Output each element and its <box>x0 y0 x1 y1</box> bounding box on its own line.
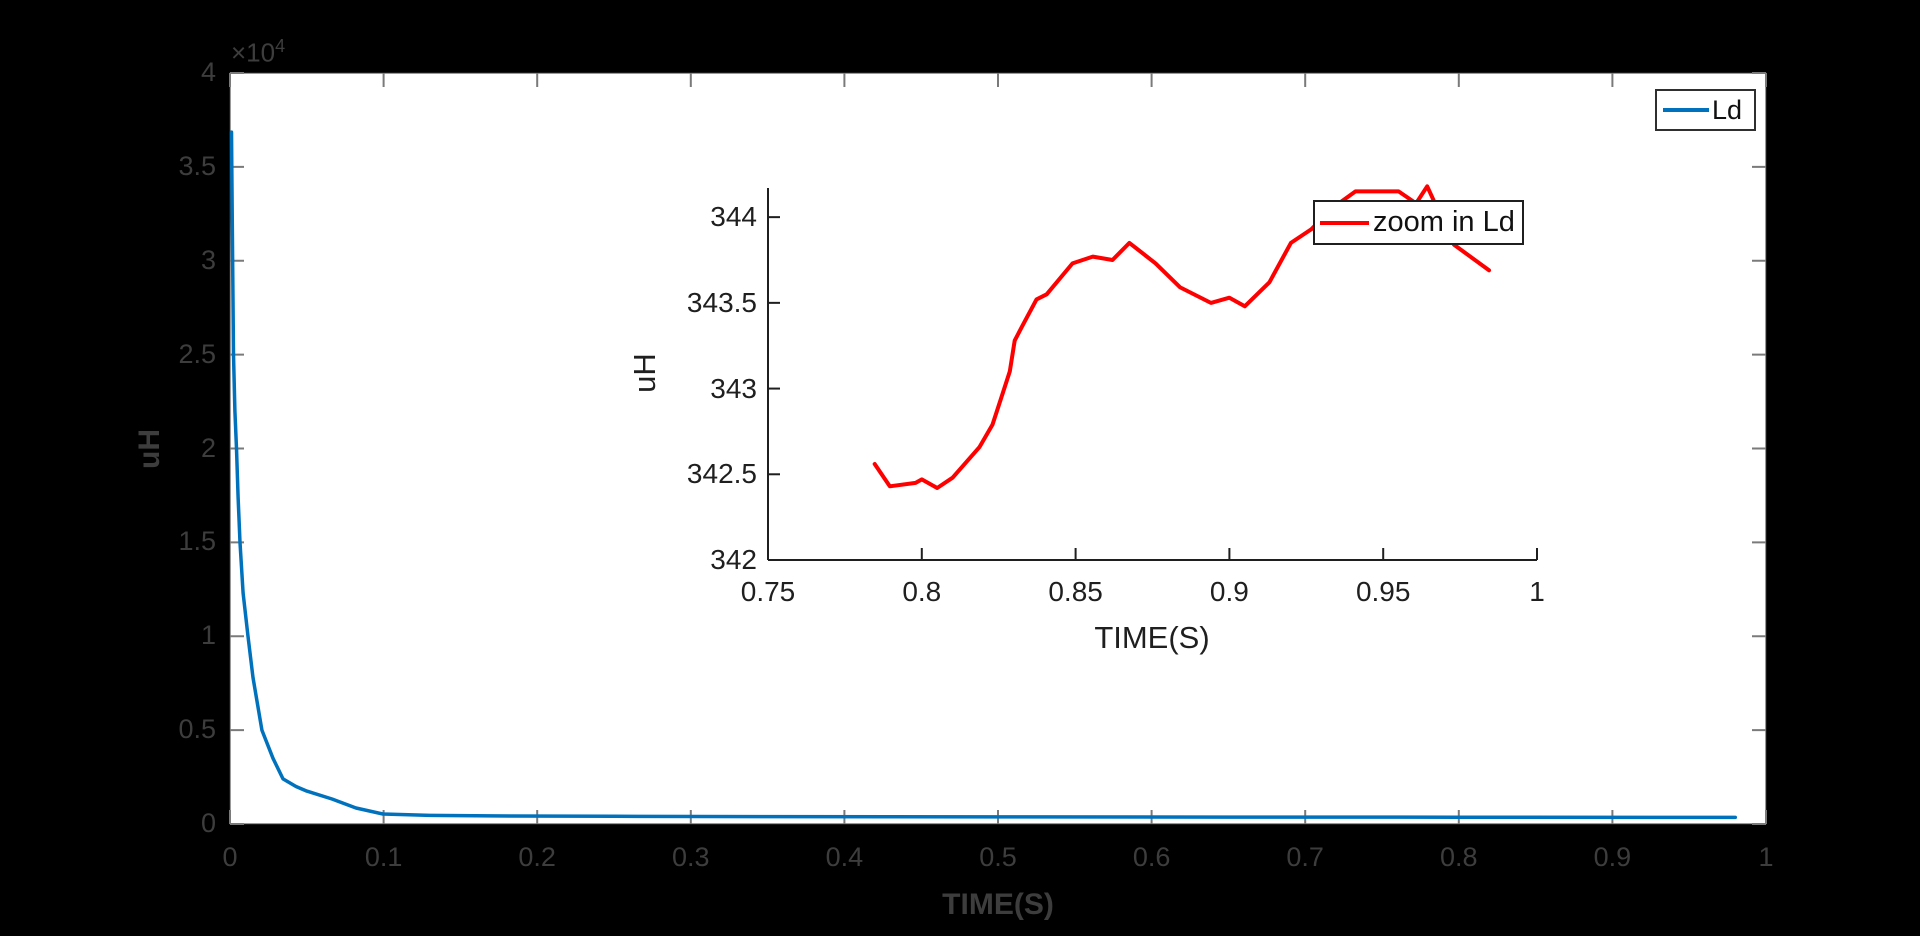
main-x-axis-label: TIME(S) <box>942 888 1054 921</box>
main-x-tick-label: 0.4 <box>825 842 864 872</box>
inset-x-tick-label: 0.9 <box>1209 576 1249 607</box>
inset-x-tick-label: 0.95 <box>1355 576 1411 607</box>
inset-x-axis-label: TIME(S) <box>1094 620 1210 655</box>
main-y-tick-label: 1.5 <box>178 526 216 557</box>
main-x-tick-label: 0.3 <box>672 842 710 872</box>
ld-legend-line-sample <box>1663 108 1709 112</box>
inset-x-tick-label: 0.8 <box>902 576 942 607</box>
ld-legend-label: Ld <box>1712 94 1743 125</box>
ld-curve <box>229 130 1738 820</box>
main-x-tick-label: 0.2 <box>518 842 556 872</box>
main-x-tick-label: 0.5 <box>979 842 1017 872</box>
main-x-tick-label: 0.6 <box>1132 842 1171 872</box>
inset-y-tick-label: 342.5 <box>686 458 757 490</box>
main-y-exponent-label: ×104 <box>231 36 285 69</box>
main-legend[interactable]: Ld <box>1655 89 1756 131</box>
main-x-tick-label: 0.8 <box>1440 842 1478 872</box>
main-y-tick-label: 0 <box>200 808 216 838</box>
main-y-tick-label: 1 <box>200 620 216 651</box>
main-x-tick-label: 0.7 <box>1286 842 1324 872</box>
main-y-tick-label: 2 <box>200 432 216 463</box>
inset-y-tick-label: 343.5 <box>686 286 757 318</box>
main-y-tick-label: 0.5 <box>178 714 216 745</box>
main-y-tick-label: 2.5 <box>178 338 216 369</box>
inset-y-tick-label: 344 <box>710 201 757 233</box>
main-x-tick-label: 1 <box>1758 842 1774 872</box>
inset-legend[interactable]: zoom in Ld <box>1313 200 1524 245</box>
zoom-in-ld-curve <box>872 184 1491 490</box>
main-x-tick-label: 0.9 <box>1593 842 1632 872</box>
main-y-tick-label: 4 <box>200 57 216 87</box>
exponent-prefix: ×10 <box>231 37 276 68</box>
main-x-tick-label: 0.1 <box>364 842 403 872</box>
inset-y-tick-label: 343 <box>710 372 757 404</box>
zoom-in-ld-legend-line-sample <box>1320 220 1369 225</box>
inset-x-tick-label: 1 <box>1529 576 1545 607</box>
main-y-tick-label: 3 <box>200 244 216 275</box>
main-plot-area <box>229 72 1767 825</box>
zoom-in-ld-legend-label: zoom in Ld <box>1373 206 1515 238</box>
exponent-value: 4 <box>275 36 286 56</box>
inset-x-tick-label: 0.75 <box>740 576 796 607</box>
inset-x-tick-label: 0.85 <box>1048 576 1103 607</box>
main-x-tick-label: 0 <box>222 842 238 872</box>
main-y-tick-label: 3.5 <box>178 150 216 181</box>
inset-y-tick-label: 342 <box>710 544 757 575</box>
